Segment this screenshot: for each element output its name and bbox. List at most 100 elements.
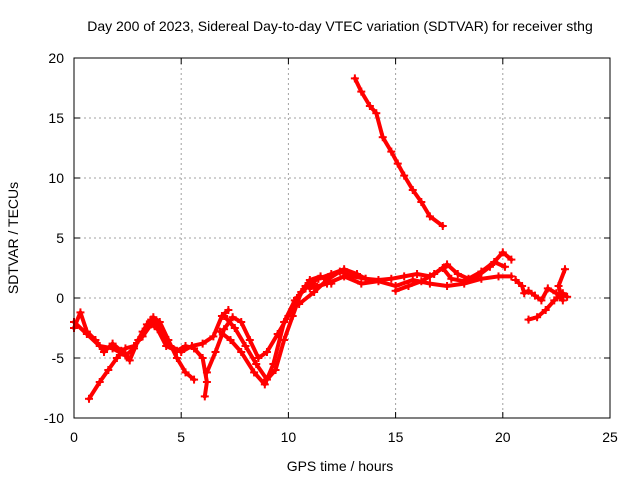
data-point-marker xyxy=(400,171,409,180)
data-point-marker xyxy=(340,272,349,281)
data-point-marker xyxy=(550,296,559,305)
data-point-marker xyxy=(563,292,572,301)
data-point-marker xyxy=(558,296,567,305)
data-point-marker xyxy=(220,312,229,320)
data-point-marker xyxy=(187,342,196,350)
axis-ticks: 0 5 10 15 20 25 -10 -5 0 5 10 15 20 xyxy=(44,50,618,445)
data-point-marker xyxy=(490,258,499,266)
data-point-marker xyxy=(387,274,396,283)
data-point-marker xyxy=(202,368,211,377)
y-tick-label: 10 xyxy=(48,170,64,186)
data-point-marker xyxy=(518,282,527,290)
data-point-marker xyxy=(130,344,139,353)
data-point-marker xyxy=(524,286,533,295)
data-point-marker xyxy=(138,327,147,336)
data-point-marker xyxy=(280,318,289,326)
data-point-marker xyxy=(530,291,539,300)
data-point-marker xyxy=(335,267,344,276)
data-point-marker xyxy=(202,378,211,386)
data-point-marker xyxy=(211,348,220,356)
data-point-marker xyxy=(417,277,426,286)
data-point-marker xyxy=(425,279,434,288)
data-point-marker xyxy=(262,348,271,356)
data-point-marker xyxy=(413,270,422,278)
data-point-marker xyxy=(177,348,186,356)
series-track-2 xyxy=(87,322,209,401)
data-point-marker xyxy=(301,282,310,290)
data-point-marker xyxy=(350,74,359,83)
data-point-marker xyxy=(520,289,529,298)
data-point-marker xyxy=(230,324,239,332)
series-track-3 xyxy=(72,308,231,358)
series-track-9 xyxy=(393,260,507,293)
x-tick-label: 0 xyxy=(70,429,78,445)
series-track-10 xyxy=(352,76,445,228)
data-point-marker xyxy=(494,272,503,281)
data-point-marker xyxy=(295,300,304,308)
data-point-marker xyxy=(438,222,447,230)
data-point-marker xyxy=(430,270,439,278)
data-point-marker xyxy=(288,312,297,320)
data-point-marker xyxy=(181,368,190,377)
data-point-marker xyxy=(254,354,263,362)
data-point-marker xyxy=(558,289,567,298)
data-point-marker xyxy=(224,306,233,314)
data-point-marker xyxy=(220,325,229,334)
data-point-marker xyxy=(443,260,452,269)
data-point-marker xyxy=(108,344,117,353)
data-point-marker xyxy=(166,342,175,350)
y-tick-label: 0 xyxy=(56,290,64,306)
data-point-marker xyxy=(374,277,383,286)
x-tick-label: 25 xyxy=(602,429,618,445)
data-point-marker xyxy=(533,313,542,322)
data-point-marker xyxy=(357,279,366,288)
data-point-marker xyxy=(100,348,109,356)
x-tick-label: 20 xyxy=(495,429,511,445)
data-point-marker xyxy=(241,342,250,350)
data-point-marker xyxy=(200,392,209,401)
data-point-marker xyxy=(215,327,224,336)
data-point-marker xyxy=(477,274,486,283)
data-point-marker xyxy=(112,354,121,362)
y-tick-label: -10 xyxy=(44,410,64,426)
data-point-marker xyxy=(252,360,261,368)
data-point-marker xyxy=(404,282,413,290)
data-point-marker xyxy=(82,330,91,338)
data-point-marker xyxy=(76,308,85,317)
data-point-marker xyxy=(260,380,269,389)
data-point-marker xyxy=(104,366,113,374)
data-point-marker xyxy=(95,342,104,350)
data-point-marker xyxy=(464,274,473,283)
data-point-marker xyxy=(443,282,452,290)
data-point-marker xyxy=(560,265,569,274)
data-point-marker xyxy=(237,318,246,326)
data-point-marker xyxy=(378,133,387,142)
data-point-marker xyxy=(147,315,156,324)
data-point-marker xyxy=(209,332,218,341)
data-point-marker xyxy=(524,315,533,324)
data-point-marker xyxy=(537,296,546,305)
chart-title: Day 200 of 2023, Sidereal Day-to-day VTE… xyxy=(87,18,593,34)
data-point-marker xyxy=(507,272,516,281)
data-point-marker xyxy=(95,378,104,386)
data-point-marker xyxy=(425,212,434,221)
data-point-marker xyxy=(245,336,254,344)
data-point-marker xyxy=(408,186,417,194)
data-point-marker xyxy=(460,279,469,288)
data-point-marker xyxy=(417,198,426,206)
data-point-marker xyxy=(237,348,246,356)
data-point-marker xyxy=(387,147,396,156)
data-point-marker xyxy=(554,282,563,290)
x-tick-label: 5 xyxy=(177,429,185,445)
data-point-marker xyxy=(477,267,486,276)
data-point-marker xyxy=(228,313,237,322)
data-point-marker xyxy=(393,159,402,168)
y-tick-label: 5 xyxy=(56,230,64,246)
data-point-marker xyxy=(226,336,235,344)
data-point-marker xyxy=(269,360,278,368)
data-point-marker xyxy=(250,368,259,377)
x-tick-label: 15 xyxy=(388,429,404,445)
data-point-marker xyxy=(121,344,130,353)
data-point-marker xyxy=(125,356,134,365)
data-point-marker xyxy=(391,286,400,295)
